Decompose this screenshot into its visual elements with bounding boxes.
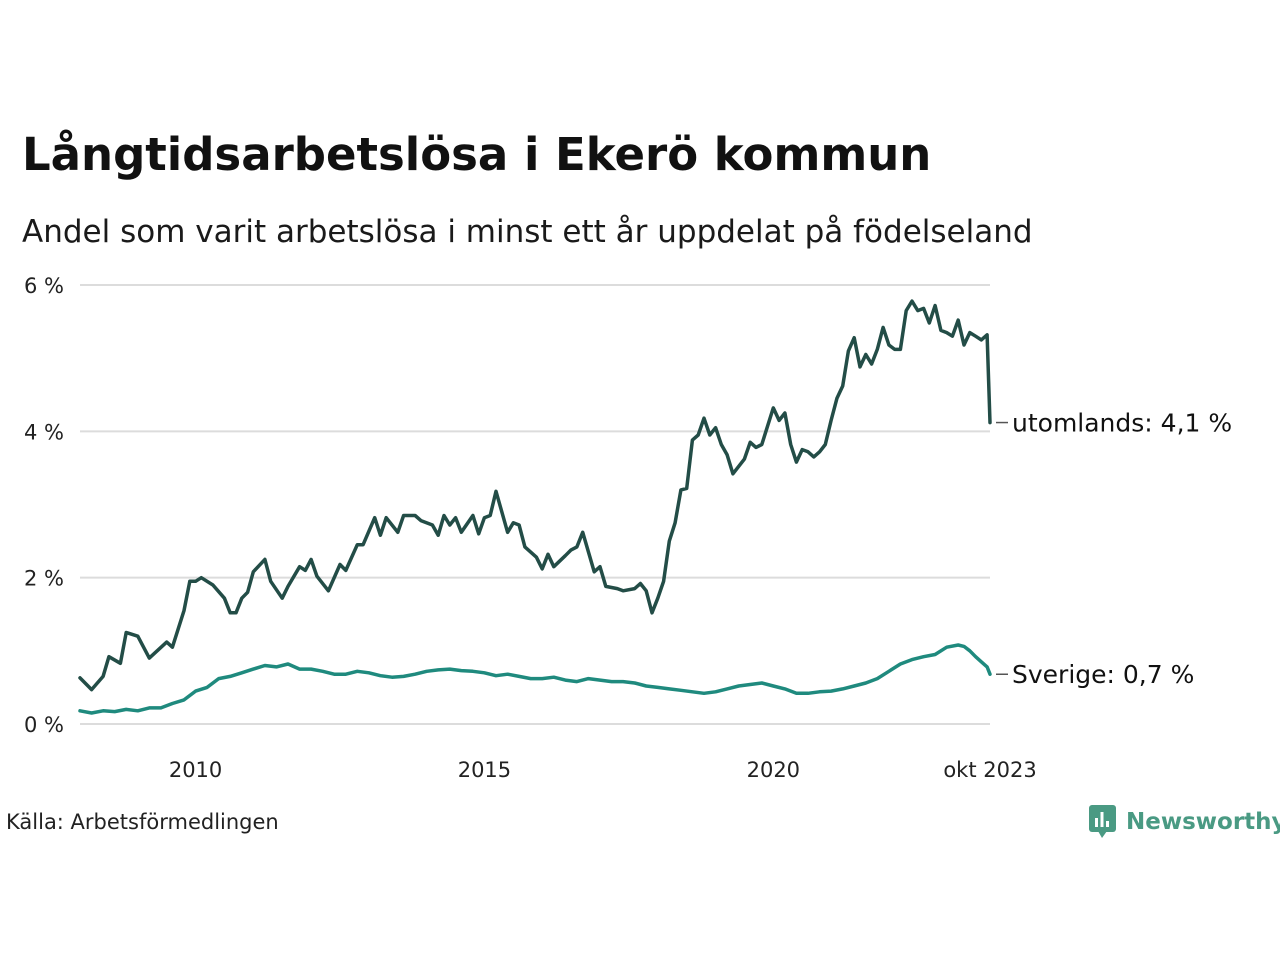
series-line-sverige (78, 643, 992, 715)
end-label-sverige: Sverige: 0,7 % (1012, 660, 1194, 689)
x-tick-label: 2010 (169, 758, 222, 782)
newsworthy-logo: Newsworthy (1088, 804, 1280, 840)
end-label-utomlands: utomlands: 4,1 % (1012, 409, 1232, 438)
x-tick-label: okt 2023 (943, 758, 1036, 782)
x-tick-label: 2015 (458, 758, 511, 782)
x-axis-ticks: 2010 2015 2020 okt 2023 (169, 758, 1037, 782)
end-labels: utomlands: 4,1 % Sverige: 0,7 % (996, 409, 1232, 689)
series-line-utomlands (78, 299, 992, 692)
grid-lines (80, 284, 990, 725)
y-tick-label: 4 % (24, 420, 64, 444)
y-tick-label: 2 % (24, 567, 64, 591)
brand-name: Newsworthy (1126, 809, 1280, 835)
x-tick-label: 2020 (747, 758, 800, 782)
chart-subtitle: Andel som varit arbetslösa i minst ett å… (22, 214, 1033, 250)
chart-title: Långtidsarbetslösa i Ekerö kommun (22, 128, 932, 181)
y-tick-label: 0 % (24, 713, 64, 737)
newsworthy-logo-icon (1089, 805, 1116, 838)
series-lines (78, 299, 992, 715)
source-note: Källa: Arbetsförmedlingen (6, 810, 279, 834)
y-tick-label: 6 % (24, 274, 64, 298)
y-axis-ticks: 0 % 2 % 4 % 6 % (24, 274, 64, 737)
